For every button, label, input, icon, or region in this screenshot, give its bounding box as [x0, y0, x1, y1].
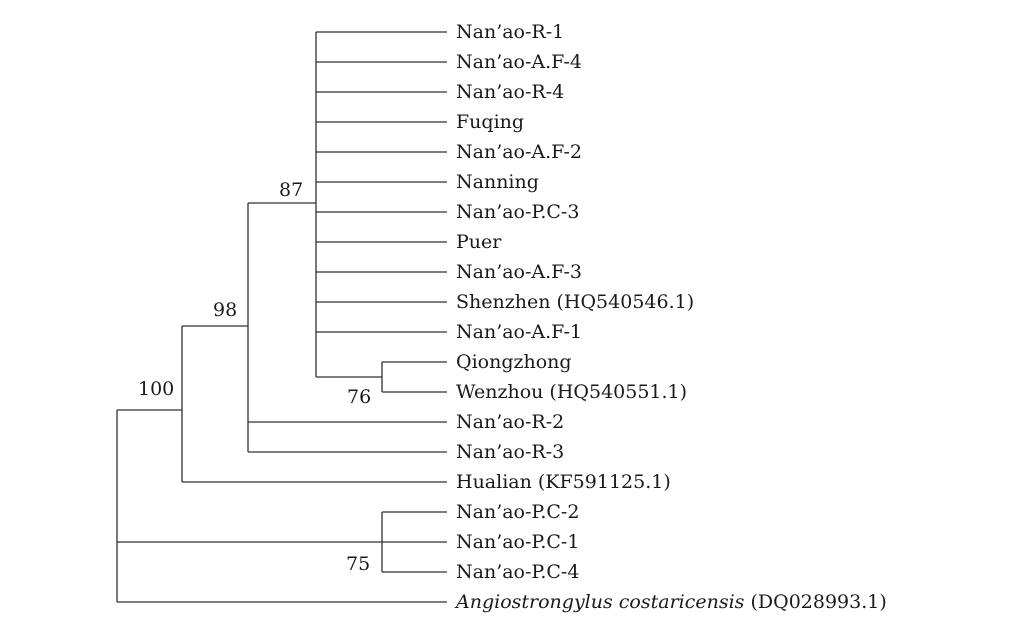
leaf-label-9: Nan’ao-A.F-3: [456, 261, 582, 283]
leaf-label-4: Fuqing: [456, 111, 524, 133]
leaf-label-2: Nan’ao-A.F-4: [456, 51, 582, 73]
leaf-labels: Nan’ao-R-1 Nan’ao-A.F-4 Nan’ao-R-4 Fuqing Na…: [454, 21, 887, 613]
leaf-label-1: Nan’ao-R-1: [456, 21, 564, 43]
tree-branches: [116, 31, 447, 603]
bootstrap-labels: 100 98 87 76 75: [138, 179, 371, 575]
leaf-label-14: Nan’ao-R-2: [456, 411, 564, 433]
leaf-label-13: Wenzhou (HQ540551.1): [456, 381, 687, 403]
bootstrap-root: 100: [138, 378, 174, 400]
leaf-label-17: Nan’ao-P.C-2: [456, 501, 579, 523]
leaf-label-6: Nanning: [456, 171, 539, 193]
outgroup-species-name: Angiostrongylus costaricensis: [454, 591, 745, 613]
leaf-label-15: Nan’ao-R-3: [456, 441, 564, 463]
leaf-label-7: Nan’ao-P.C-3: [456, 201, 579, 223]
leaf-label-10: Shenzhen (HQ540546.1): [456, 291, 694, 313]
leaf-label-8: Puer: [456, 231, 502, 253]
leaf-label-3: Nan’ao-R-4: [456, 81, 564, 103]
leaf-label-19: Nan’ao-P.C-4: [456, 561, 579, 583]
bootstrap-clade-75: 75: [346, 553, 370, 575]
leaf-label-20: Angiostrongylus costaricensis (DQ028993.…: [454, 591, 887, 613]
leaf-label-11: Nan’ao-A.F-1: [456, 321, 582, 343]
bootstrap-clade-76: 76: [347, 386, 371, 408]
outgroup-accession: (DQ028993.1): [744, 591, 886, 613]
bootstrap-clade-87: 87: [279, 179, 303, 201]
leaf-label-18: Nan’ao-P.C-1: [456, 531, 579, 553]
leaf-label-12: Qiongzhong: [456, 351, 572, 373]
bootstrap-clade-98: 98: [213, 299, 237, 321]
leaf-label-16: Hualian (KF591125.1): [456, 471, 671, 493]
leaf-label-5: Nan’ao-A.F-2: [456, 141, 582, 163]
